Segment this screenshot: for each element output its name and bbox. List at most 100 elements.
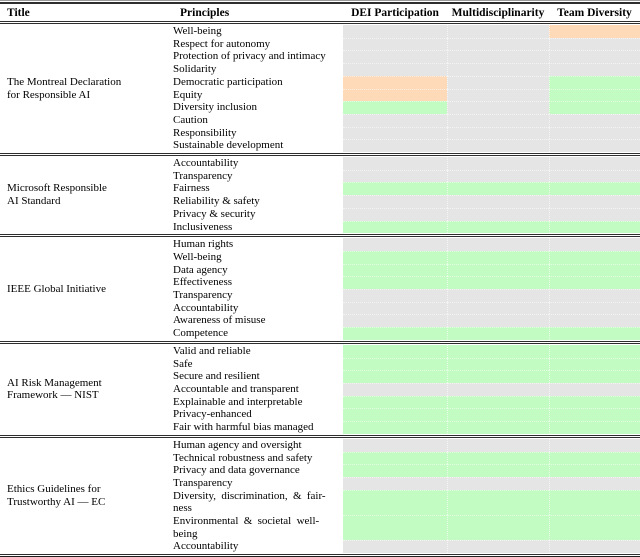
status-cell-team-diversity: [549, 250, 640, 264]
framework-section: Microsoft Responsible AI Standard Account…: [0, 156, 640, 234]
principle-label: Respect for autonomy: [173, 37, 271, 50]
status-cell-multidisciplinarity: [447, 327, 549, 340]
principle-label: Caution: [173, 113, 208, 126]
status-cell-team-diversity: [549, 126, 640, 140]
header-divider-rule: [0, 21, 640, 24]
principle-label: Transparency: [173, 169, 233, 182]
column-header-title: Title: [7, 6, 30, 19]
status-cell-multidisciplinarity: [447, 476, 549, 490]
section-divider-rule: [0, 234, 640, 238]
column-header-multidisciplinarity: Multidisciplinarity: [451, 6, 545, 19]
status-cell-multidisciplinarity: [447, 25, 549, 38]
status-cell-multidisciplinarity: [447, 157, 549, 170]
status-cell-multidisciplinarity: [447, 515, 549, 541]
status-cell-dei-participation: [343, 220, 447, 234]
framework-section: The Montreal Declaration for Responsible…: [0, 24, 640, 153]
column-header-dei-participation: DEI Participation: [351, 6, 439, 19]
status-cell-dei-participation: [343, 157, 447, 170]
status-cell-dei-participation: [343, 314, 447, 328]
principle-label: Sustainable development: [173, 139, 284, 152]
principle-label: Awareness of misuse: [173, 314, 266, 327]
status-cell-multidisciplinarity: [447, 169, 549, 183]
status-cell-team-diversity: [549, 169, 640, 183]
status-cell-team-diversity: [549, 220, 640, 234]
principle-label: Environmental & societal well- being: [173, 515, 320, 540]
status-cell-multidisciplinarity: [447, 220, 549, 234]
framework-title: AI Risk Management Framework — NIST: [7, 376, 102, 402]
principle-label: Fairness: [173, 182, 210, 195]
principle-label: Diversity inclusion: [173, 101, 258, 114]
status-cell-multidisciplinarity: [447, 408, 549, 422]
status-cell-multidisciplinarity: [447, 289, 549, 302]
status-cell-dei-participation: [343, 382, 447, 396]
status-cell-multidisciplinarity: [447, 37, 549, 51]
principle-label: Accountability: [173, 157, 239, 170]
status-cell-team-diversity: [549, 421, 640, 434]
section-divider-rule: [0, 153, 640, 157]
principle-label: Transparency: [173, 476, 233, 489]
status-cell-dei-participation: [343, 139, 447, 153]
status-cell-dei-participation: [343, 421, 447, 434]
status-cell-team-diversity: [549, 276, 640, 290]
status-cell-dei-participation: [343, 207, 447, 221]
principle-label: Protection of privacy and intimacy: [173, 50, 326, 63]
status-cell-multidisciplinarity: [447, 421, 549, 434]
table-top-rule: [0, 0, 640, 4]
status-cell-multidisciplinarity: [447, 451, 549, 465]
principle-label: Equity: [173, 88, 203, 101]
status-cell-dei-participation: [343, 250, 447, 264]
status-cell-multidisciplinarity: [447, 250, 549, 264]
status-cell-team-diversity: [549, 139, 640, 153]
framework-title: The Montreal Declaration for Responsible…: [7, 75, 122, 101]
framework-title: Ethics Guidelines for Trustworthy AI — E…: [7, 483, 106, 508]
status-cell-team-diversity: [549, 37, 640, 51]
status-cell-team-diversity: [549, 327, 640, 340]
status-cell-dei-participation: [343, 451, 447, 465]
principle-label: Valid and reliable: [173, 344, 251, 357]
section-divider-rule: [0, 340, 640, 344]
principle-label: Well-being: [173, 250, 222, 263]
principle-label: Effectiveness: [173, 276, 233, 289]
status-cell-dei-participation: [343, 344, 447, 358]
status-cell-dei-participation: [343, 113, 447, 127]
status-cell-dei-participation: [343, 238, 447, 251]
principle-label: Technical robustness and safety: [173, 451, 313, 464]
status-cell-team-diversity: [549, 408, 640, 422]
status-cell-team-diversity: [549, 382, 640, 396]
principle-label: Competence: [173, 327, 228, 340]
status-cell-team-diversity: [549, 113, 640, 127]
status-cell-dei-participation: [343, 515, 447, 541]
principle-label: Transparency: [173, 289, 233, 302]
status-cell-dei-participation: [343, 126, 447, 140]
status-cell-team-diversity: [549, 238, 640, 251]
status-cell-multidisciplinarity: [447, 314, 549, 328]
status-cell-multidisciplinarity: [447, 126, 549, 140]
status-cell-team-diversity: [549, 344, 640, 358]
status-cell-team-diversity: [549, 88, 640, 102]
principle-label: Privacy & security: [173, 207, 256, 220]
status-cell-dei-participation: [343, 88, 447, 102]
status-cell-dei-participation: [343, 540, 447, 554]
status-cell-multidisciplinarity: [447, 238, 549, 251]
section-divider-rule: [0, 434, 640, 438]
status-cell-dei-participation: [343, 101, 447, 114]
status-cell-multidisciplinarity: [447, 382, 549, 396]
status-cell-dei-participation: [343, 489, 447, 516]
principle-label: Human agency and oversight: [173, 438, 302, 451]
status-cell-team-diversity: [549, 476, 640, 490]
status-cell-multidisciplinarity: [447, 438, 549, 452]
status-cell-team-diversity: [549, 395, 640, 409]
status-cell-team-diversity: [549, 289, 640, 302]
principle-label: Inclusiveness: [173, 220, 233, 233]
status-cell-team-diversity: [549, 25, 640, 38]
status-cell-multidisciplinarity: [447, 263, 549, 277]
status-cell-dei-participation: [343, 327, 447, 340]
status-cell-dei-participation: [343, 395, 447, 409]
status-cell-dei-participation: [343, 63, 447, 76]
principle-label: Diversity, discrimination, & fair- ness: [173, 489, 326, 515]
status-cell-dei-participation: [343, 182, 447, 196]
framework-title: IEEE Global Initiative: [7, 282, 106, 295]
principle-label: Privacy-enhanced: [173, 408, 252, 421]
status-cell-multidisciplinarity: [447, 489, 549, 516]
framework-section: Ethics Guidelines for Trustworthy AI — E…: [0, 438, 640, 554]
